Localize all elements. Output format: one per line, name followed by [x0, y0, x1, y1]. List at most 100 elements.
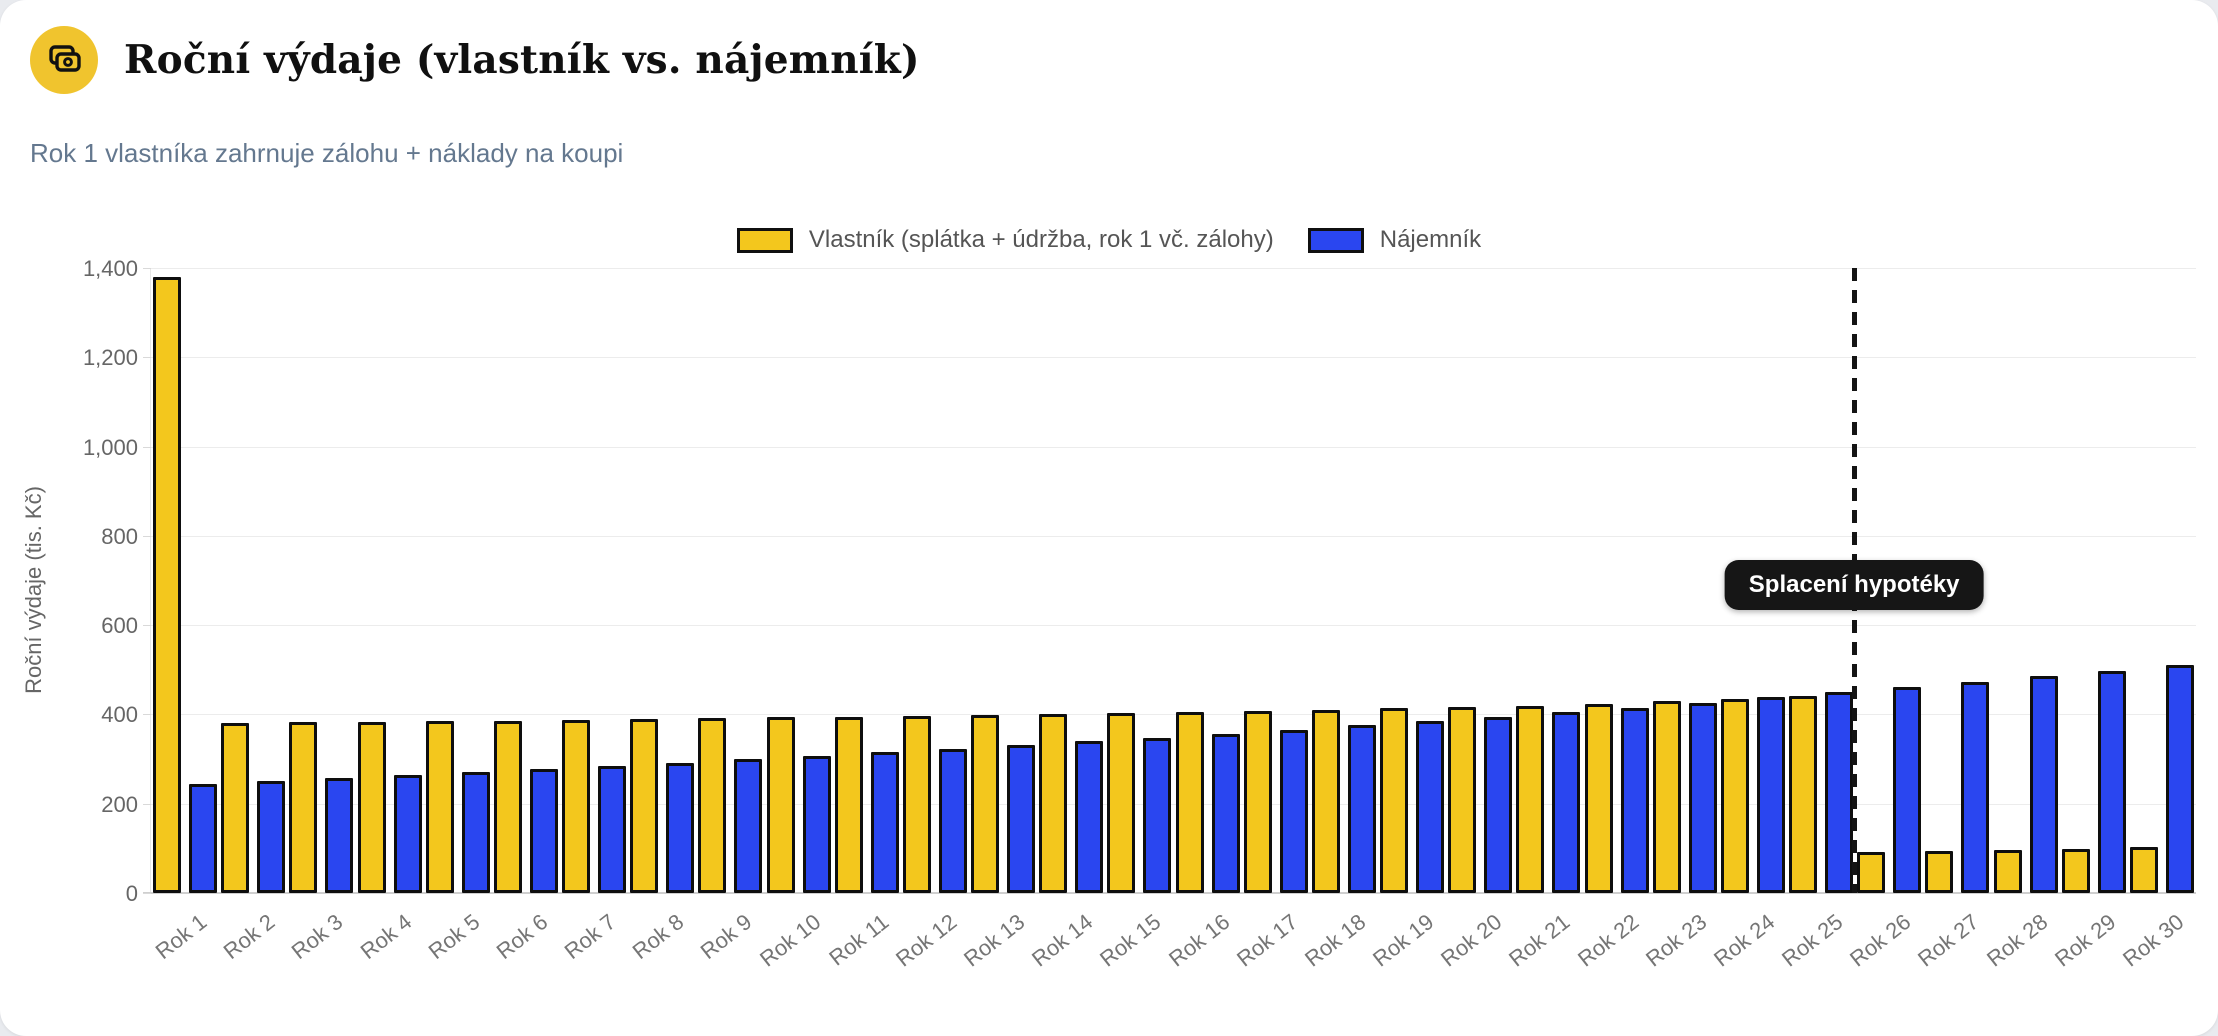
- bar-najemnik-rok-16[interactable]: [1211, 733, 1240, 893]
- x-tick-label-rok-16: Rok 16: [1163, 909, 1234, 972]
- y-tick-mark: [143, 357, 151, 359]
- bar-najemnik-rok-6[interactable]: [529, 768, 558, 893]
- y-tick-label-1000: 1,000: [82, 434, 138, 460]
- x-tick-label-rok-30: Rok 30: [2117, 909, 2189, 972]
- x-tick-label-rok-29: Rok 29: [2049, 909, 2121, 972]
- bar-vlastnik-rok-21[interactable]: [1516, 705, 1545, 893]
- bar-vlastnik-rok-4[interactable]: [357, 722, 386, 893]
- bar-vlastnik-rok-19[interactable]: [1380, 708, 1409, 893]
- bar-najemnik-rok-3[interactable]: [325, 777, 354, 893]
- y-tick-mark: [143, 893, 151, 894]
- bar-vlastnik-rok-14[interactable]: [1039, 714, 1068, 893]
- bar-najemnik-rok-22[interactable]: [1620, 707, 1649, 893]
- bar-najemnik-rok-8[interactable]: [666, 762, 695, 893]
- x-tick-label-rok-17: Rok 17: [1231, 909, 1303, 972]
- bar-vlastnik-rok-22[interactable]: [1584, 703, 1613, 893]
- bar-vlastnik-rok-29[interactable]: [2061, 848, 2090, 893]
- bar-najemnik-rok-11[interactable]: [870, 752, 899, 893]
- x-tick-label-rok-9: Rok 9: [696, 909, 757, 965]
- bar-vlastnik-rok-1[interactable]: [153, 276, 182, 893]
- x-tick-label-rok-26: Rok 26: [1845, 909, 1916, 972]
- y-tick-label-800: 800: [101, 523, 138, 549]
- x-tick-label-rok-22: Rok 22: [1572, 909, 1643, 972]
- bar-najemnik-rok-30[interactable]: [2165, 665, 2194, 893]
- legend-swatch-vlastnik: [736, 227, 793, 253]
- bar-vlastnik-rok-8[interactable]: [630, 718, 659, 893]
- y-tick-mark: [143, 535, 151, 537]
- bar-najemnik-rok-28[interactable]: [2029, 676, 2058, 893]
- y-tick-label-1400: 1,400: [82, 256, 138, 281]
- bar-najemnik-rok-9[interactable]: [734, 759, 763, 893]
- bar-vlastnik-rok-18[interactable]: [1311, 709, 1340, 893]
- bar-najemnik-rok-13[interactable]: [1007, 745, 1036, 893]
- legend-swatch-najemnik: [1307, 227, 1364, 253]
- mortgage-payoff-tooltip: Splacení hypotéky: [1724, 560, 1984, 610]
- bar-najemnik-rok-21[interactable]: [1552, 712, 1581, 893]
- bar-najemnik-rok-15[interactable]: [1143, 737, 1172, 893]
- bar-vlastnik-rok-12[interactable]: [902, 716, 931, 893]
- x-tick-label-rok-12: Rok 12: [890, 909, 962, 972]
- bar-najemnik-rok-26[interactable]: [1893, 687, 1922, 893]
- x-tick-label-rok-19: Rok 19: [1368, 909, 1439, 972]
- bar-najemnik-rok-27[interactable]: [1961, 681, 1990, 893]
- gridline-1200: [151, 357, 2196, 359]
- bar-najemnik-rok-12[interactable]: [938, 748, 967, 893]
- bar-vlastnik-rok-6[interactable]: [493, 720, 522, 893]
- bar-vlastnik-rok-24[interactable]: [1720, 698, 1749, 893]
- bar-najemnik-rok-24[interactable]: [1756, 697, 1785, 893]
- bar-najemnik-rok-17[interactable]: [1279, 729, 1308, 893]
- bar-vlastnik-rok-9[interactable]: [698, 718, 727, 893]
- bar-vlastnik-rok-30[interactable]: [2129, 847, 2158, 893]
- bar-najemnik-rok-14[interactable]: [1075, 741, 1104, 893]
- x-tick-label-rok-24: Rok 24: [1708, 909, 1780, 972]
- bar-najemnik-rok-18[interactable]: [1347, 725, 1376, 893]
- bar-najemnik-rok-23[interactable]: [1688, 702, 1717, 893]
- bar-najemnik-rok-25[interactable]: [1825, 692, 1854, 893]
- x-tick-label-rok-10: Rok 10: [754, 909, 825, 972]
- bar-vlastnik-rok-17[interactable]: [1243, 710, 1272, 893]
- bar-vlastnik-rok-2[interactable]: [221, 723, 250, 893]
- bar-najemnik-rok-4[interactable]: [393, 774, 422, 893]
- card-header: Roční výdaje (vlastník vs. nájemník): [30, 26, 920, 94]
- gridline-200: [151, 803, 2196, 805]
- legend-item-najemnik[interactable]: Nájemník: [1307, 226, 1481, 254]
- bar-najemnik-rok-7[interactable]: [598, 765, 627, 893]
- bar-najemnik-rok-29[interactable]: [2097, 671, 2126, 893]
- bar-vlastnik-rok-15[interactable]: [1107, 713, 1136, 893]
- bar-vlastnik-rok-13[interactable]: [971, 715, 1000, 893]
- bar-vlastnik-rok-16[interactable]: [1175, 712, 1204, 893]
- legend-item-vlastnik[interactable]: Vlastník (splátka + údržba, rok 1 vč. zá…: [736, 226, 1274, 254]
- bar-najemnik-rok-20[interactable]: [1484, 716, 1513, 893]
- bar-vlastnik-rok-26[interactable]: [1857, 852, 1886, 893]
- bar-vlastnik-rok-7[interactable]: [562, 719, 591, 893]
- x-tick-label-rok-8: Rok 8: [627, 909, 689, 965]
- x-tick-label-rok-2: Rok 2: [218, 909, 280, 965]
- bar-vlastnik-rok-3[interactable]: [289, 722, 318, 893]
- chart-legend: Vlastník (splátka + údržba, rok 1 vč. zá…: [0, 226, 2218, 254]
- x-tick-label-rok-25: Rok 25: [1777, 909, 1848, 972]
- bar-vlastnik-rok-28[interactable]: [1993, 849, 2022, 893]
- y-tick-label-200: 200: [101, 791, 138, 817]
- y-tick-mark: [143, 268, 151, 269]
- bar-najemnik-rok-1[interactable]: [189, 783, 218, 893]
- gridline-800: [151, 535, 2196, 537]
- bar-vlastnik-rok-20[interactable]: [1448, 706, 1477, 893]
- bar-vlastnik-rok-23[interactable]: [1652, 701, 1681, 893]
- x-tick-label-rok-13: Rok 13: [959, 909, 1030, 972]
- x-tick-label-rok-18: Rok 18: [1299, 909, 1371, 972]
- bar-vlastnik-rok-5[interactable]: [425, 721, 454, 893]
- x-tick-label-rok-11: Rok 11: [824, 909, 894, 971]
- bar-vlastnik-rok-10[interactable]: [766, 717, 795, 893]
- legend-label-vlastnik: Vlastník (splátka + údržba, rok 1 vč. zá…: [808, 226, 1274, 253]
- gridline-400: [151, 714, 2196, 716]
- bar-vlastnik-rok-25[interactable]: [1789, 696, 1818, 893]
- bar-najemnik-rok-10[interactable]: [802, 755, 831, 893]
- x-tick-label-rok-28: Rok 28: [1981, 909, 2052, 972]
- bar-vlastnik-rok-27[interactable]: [1925, 851, 1954, 893]
- bar-najemnik-rok-19[interactable]: [1416, 721, 1445, 893]
- bar-najemnik-rok-5[interactable]: [461, 772, 490, 893]
- bar-najemnik-rok-2[interactable]: [257, 780, 286, 893]
- gridline-1000: [151, 446, 2196, 448]
- bar-vlastnik-rok-11[interactable]: [834, 716, 863, 893]
